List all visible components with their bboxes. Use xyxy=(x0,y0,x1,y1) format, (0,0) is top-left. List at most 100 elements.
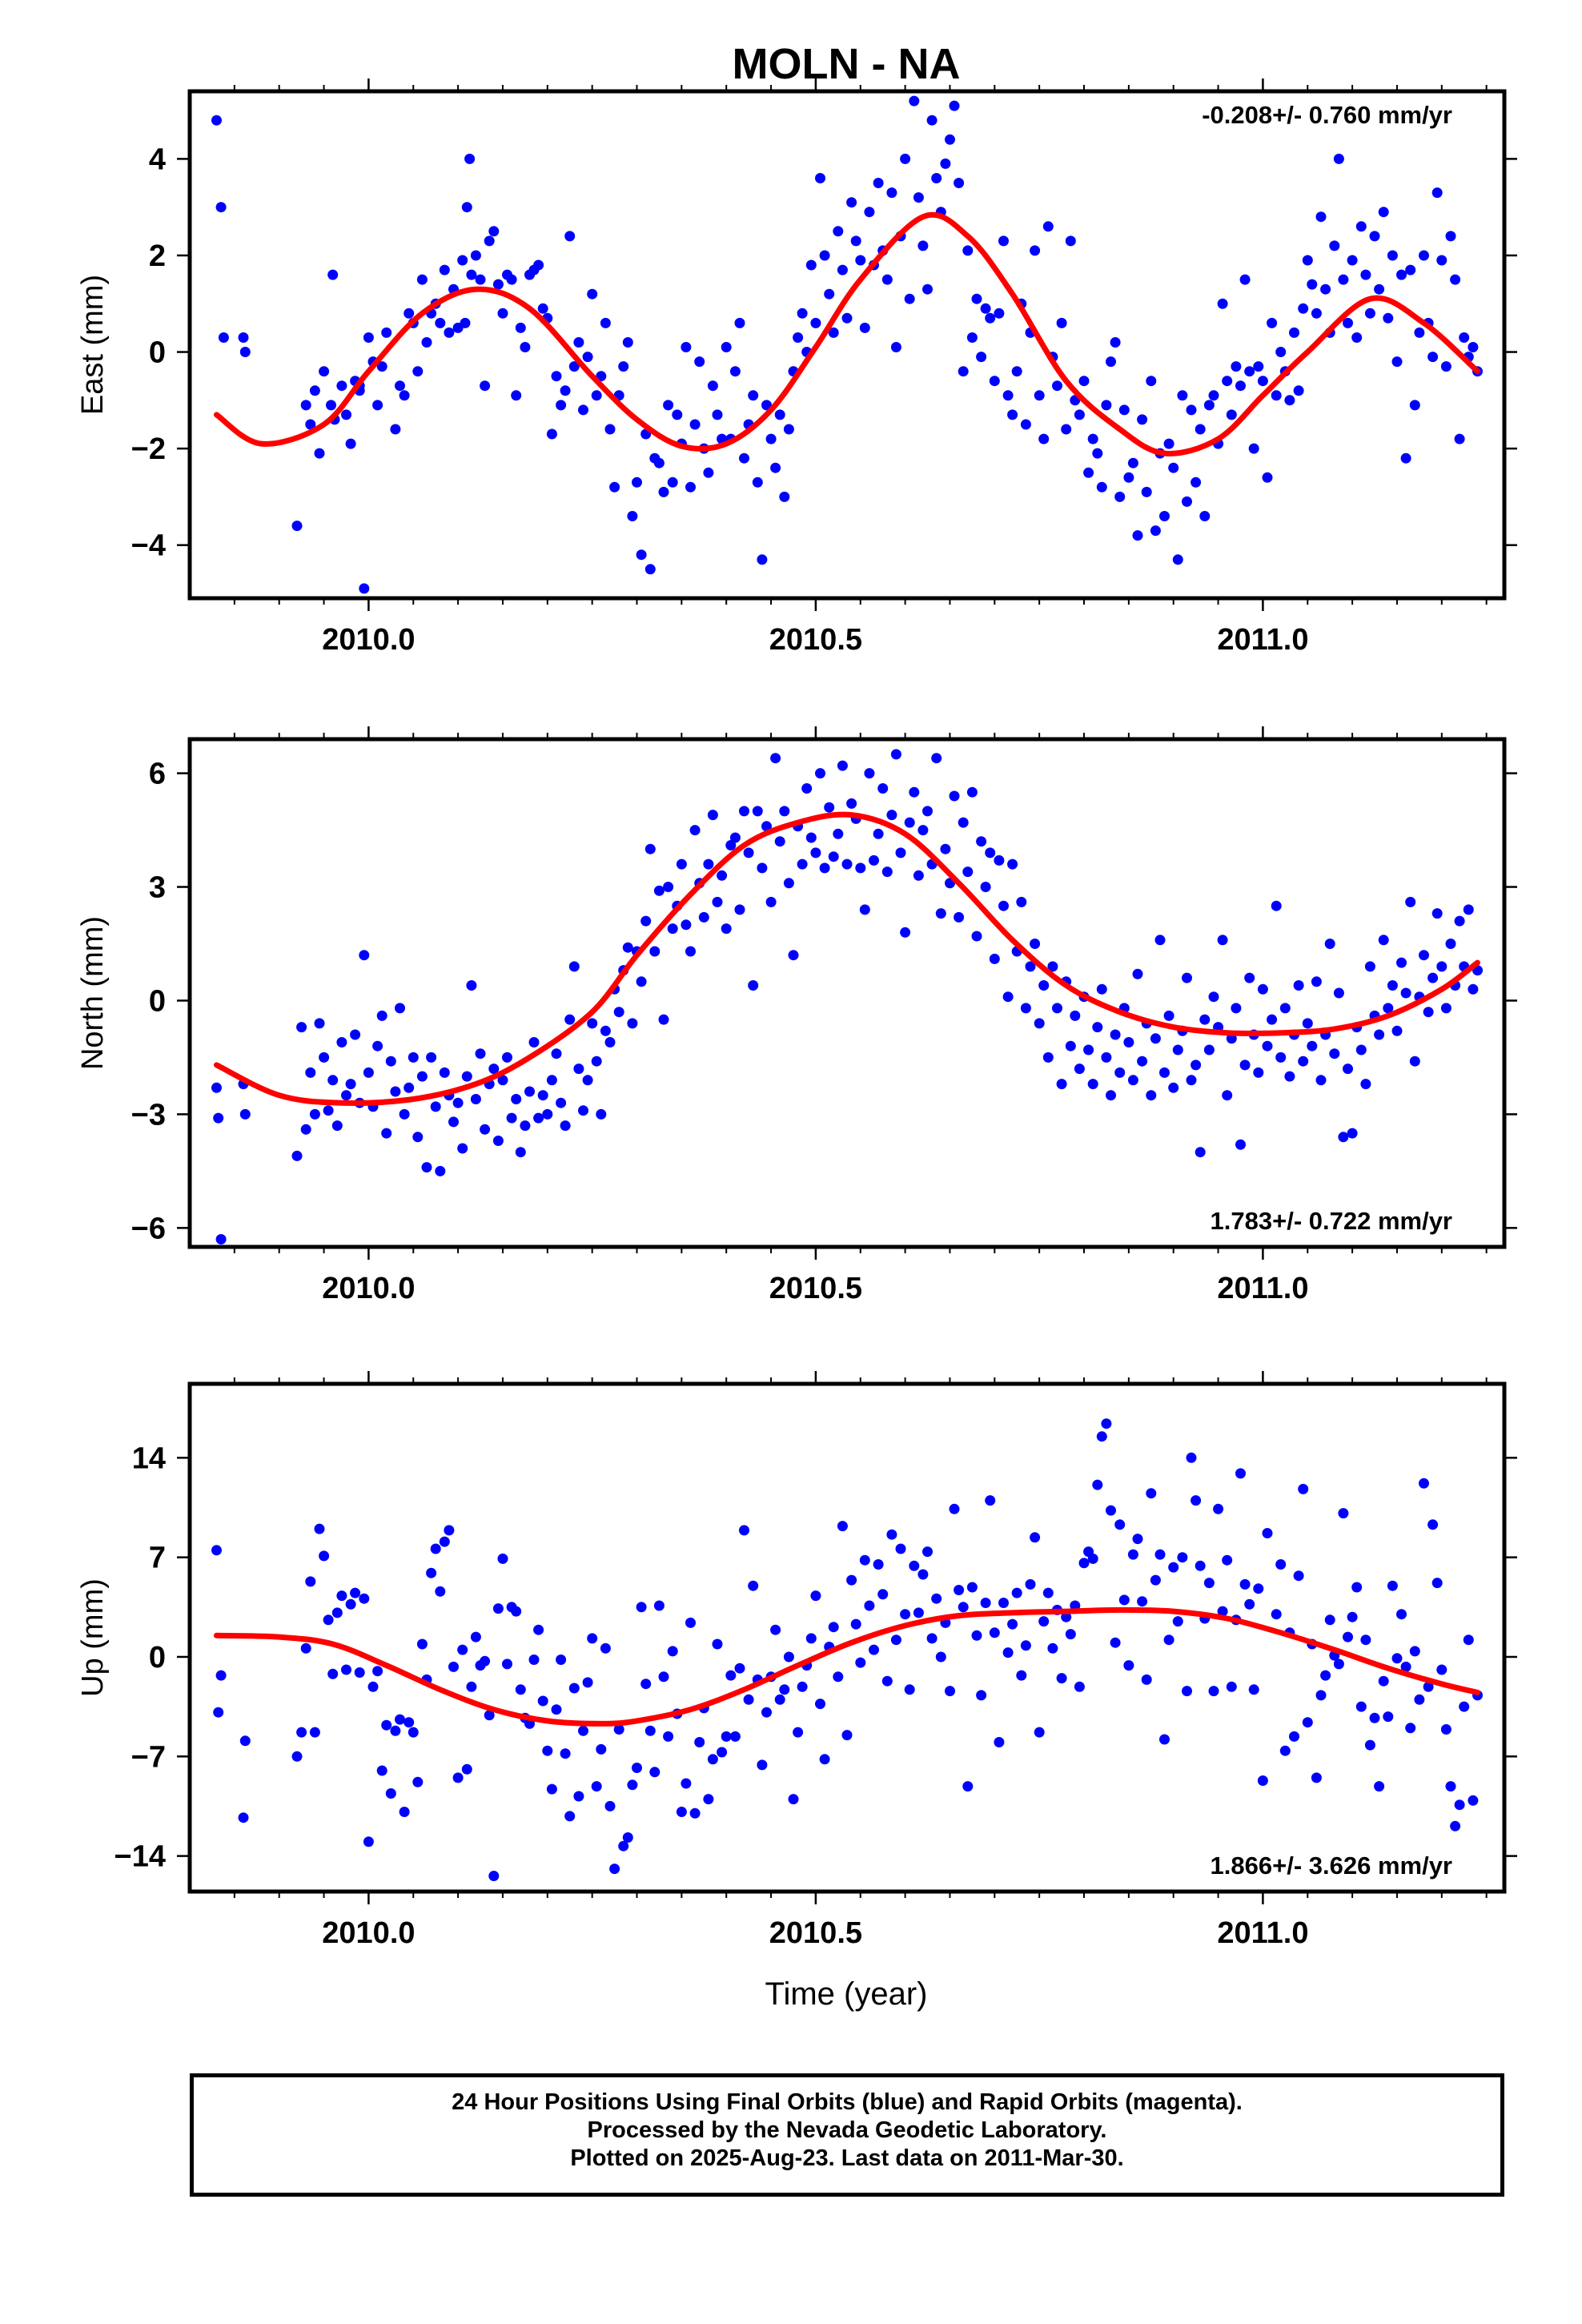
data-point xyxy=(238,332,249,343)
y-tick-label: 7 xyxy=(149,1542,166,1575)
data-point xyxy=(492,279,504,290)
data-point xyxy=(390,1086,401,1097)
data-point xyxy=(1030,1532,1041,1543)
data-point xyxy=(869,1644,879,1655)
data-point xyxy=(622,337,633,348)
data-point xyxy=(1284,1071,1295,1082)
data-point xyxy=(582,352,593,363)
data-point xyxy=(1106,1090,1116,1101)
data-point xyxy=(412,366,424,377)
data-point xyxy=(215,1234,227,1244)
data-point xyxy=(703,467,714,478)
data-point xyxy=(1007,858,1018,870)
data-point xyxy=(1423,1007,1434,1018)
data-point xyxy=(1347,1611,1358,1622)
data-point xyxy=(1030,939,1041,949)
panel-1: 2010.0 2010.5 2011.0 −6 −3 0 3 6 North (mm) 1.783… xyxy=(76,726,1517,1305)
data-point xyxy=(1038,433,1050,444)
data-point xyxy=(1431,908,1443,919)
data-point xyxy=(1146,376,1157,387)
data-point xyxy=(994,854,1005,866)
data-point xyxy=(238,1812,249,1823)
data-point xyxy=(841,1730,853,1741)
data-point xyxy=(1338,1132,1349,1143)
data-point xyxy=(833,828,844,839)
data-point xyxy=(430,1101,441,1112)
data-point xyxy=(1047,961,1058,972)
data-point xyxy=(859,904,870,915)
data-point xyxy=(533,259,544,271)
data-point xyxy=(1405,896,1416,907)
data-point xyxy=(1427,1519,1439,1530)
data-point xyxy=(846,798,857,809)
data-point xyxy=(1391,1025,1403,1036)
data-point xyxy=(779,806,790,817)
data-point xyxy=(460,317,471,328)
data-point xyxy=(542,1745,553,1756)
data-point xyxy=(971,1630,982,1641)
data-point xyxy=(1329,1048,1340,1059)
data-point xyxy=(743,1694,754,1705)
data-point xyxy=(1360,1079,1371,1090)
data-point xyxy=(1320,1670,1331,1681)
data-point xyxy=(707,810,718,821)
data-point xyxy=(712,409,723,420)
data-point xyxy=(819,250,830,261)
data-point xyxy=(1298,303,1309,314)
data-point xyxy=(376,1765,387,1776)
data-point xyxy=(931,1593,942,1604)
data-point xyxy=(376,361,387,372)
data-point xyxy=(1141,486,1152,497)
data-point xyxy=(1106,1505,1116,1516)
data-point xyxy=(367,1681,379,1692)
data-point xyxy=(994,308,1005,319)
data-point xyxy=(363,332,374,343)
data-point xyxy=(859,1554,870,1566)
data-point xyxy=(1030,245,1041,256)
data-point xyxy=(511,1094,522,1104)
data-point xyxy=(480,380,491,392)
data-point xyxy=(962,245,974,256)
data-point xyxy=(319,366,330,377)
data-point xyxy=(774,836,785,847)
data-point xyxy=(881,866,893,878)
data-point xyxy=(748,390,759,401)
data-point xyxy=(1440,1724,1452,1735)
data-point xyxy=(658,1014,669,1025)
panel-frame xyxy=(187,737,1507,1249)
data-point xyxy=(783,878,794,889)
data-point xyxy=(966,1582,978,1593)
data-point xyxy=(497,308,508,319)
data-point xyxy=(1137,1055,1148,1067)
data-point xyxy=(1222,1554,1233,1566)
data-point xyxy=(354,1667,365,1678)
data-point xyxy=(1239,274,1251,285)
data-point xyxy=(797,858,808,870)
data-point xyxy=(560,385,571,396)
data-point xyxy=(399,1807,410,1817)
data-point xyxy=(319,1550,330,1562)
data-point xyxy=(945,1686,955,1697)
data-point xyxy=(824,288,835,300)
data-point xyxy=(1159,1734,1170,1745)
data-point xyxy=(1298,1055,1309,1067)
data-point xyxy=(1293,1570,1304,1582)
data-point xyxy=(900,153,911,164)
data-point xyxy=(582,1075,593,1086)
data-point xyxy=(1347,1128,1358,1139)
data-point xyxy=(779,1684,790,1695)
data-point xyxy=(743,847,754,858)
data-point xyxy=(314,448,325,459)
data-point xyxy=(1396,957,1407,968)
data-point xyxy=(1271,390,1282,401)
data-point xyxy=(404,1717,415,1728)
data-point xyxy=(917,240,929,251)
data-point xyxy=(1020,1003,1031,1014)
y-tick-label: 0 xyxy=(149,336,166,370)
data-point xyxy=(1311,308,1322,319)
data-point xyxy=(819,1754,830,1765)
data-point xyxy=(461,202,472,213)
data-point xyxy=(502,1659,512,1670)
data-point xyxy=(1007,409,1018,420)
